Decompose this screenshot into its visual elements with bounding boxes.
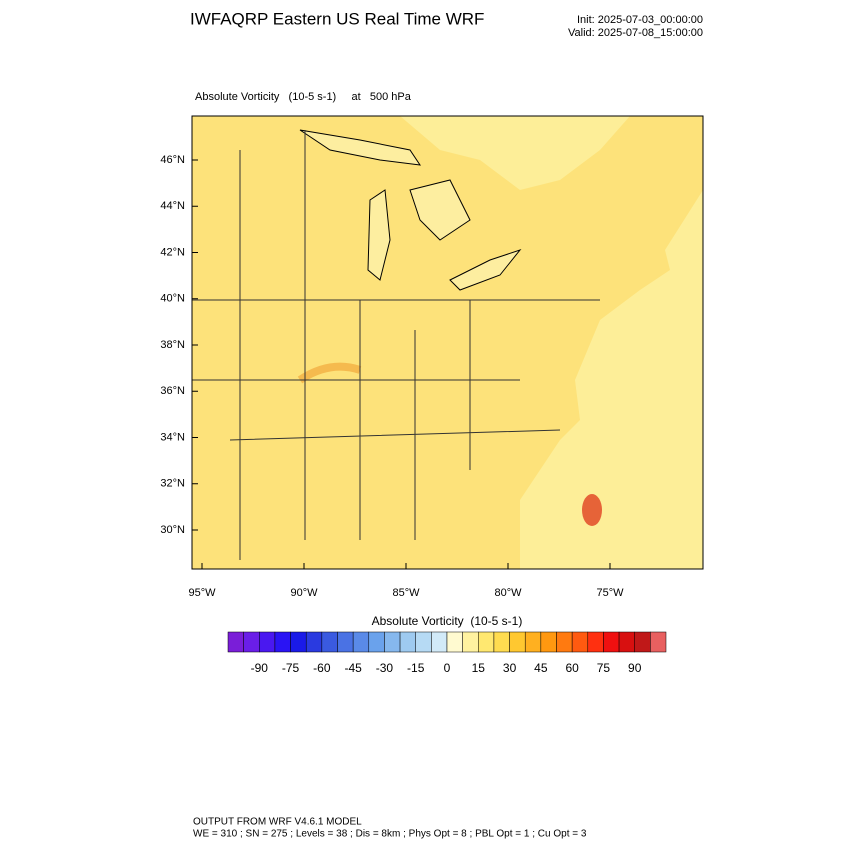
lake-superior bbox=[299, 129, 422, 166]
map-frame bbox=[191, 115, 704, 570]
colorbar-box bbox=[571, 631, 589, 653]
lake-michigan bbox=[367, 189, 391, 281]
lon-label: 75°W bbox=[596, 587, 624, 599]
colorbar-box bbox=[290, 631, 307, 653]
colorbar-title: Absolute Vorticity (10-5 s-1) bbox=[372, 614, 523, 628]
title: IWFAQRP Eastern US Real Time WRF bbox=[190, 9, 484, 28]
footer-line: WE = 310 ; SN = 275 ; Levels = 38 ; Dis … bbox=[193, 829, 587, 840]
colorbar-tick-label: 30 bbox=[503, 661, 517, 675]
colorbar-tick-label: 90 bbox=[628, 661, 642, 675]
lat-label: 38°N bbox=[160, 339, 185, 351]
colorbar-tick-label: -60 bbox=[313, 661, 331, 675]
colorbar-box bbox=[446, 631, 463, 653]
lake-huron bbox=[409, 179, 471, 241]
colorbar-tick-label: -75 bbox=[282, 661, 300, 675]
vorticity-max bbox=[297, 362, 362, 384]
lon-label: 85°W bbox=[392, 587, 420, 599]
colorbar-box bbox=[305, 631, 323, 653]
lat-label: 30°N bbox=[160, 524, 185, 536]
colorbar-box bbox=[556, 631, 573, 653]
colorbar-box bbox=[274, 631, 291, 653]
colorbar-box bbox=[368, 631, 385, 653]
lon-label: 90°W bbox=[290, 587, 318, 599]
colorbar-tick-label: -30 bbox=[376, 661, 394, 675]
ocean bbox=[520, 190, 703, 569]
colorbar-box bbox=[478, 631, 495, 653]
colorbar-box bbox=[587, 631, 604, 653]
colorbar-tick-label: -15 bbox=[407, 661, 425, 675]
colorbar-tick-label: -90 bbox=[251, 661, 269, 675]
colorbar-box bbox=[259, 631, 276, 653]
colorbar-box bbox=[352, 631, 370, 653]
colorbar-tick-label: 15 bbox=[472, 661, 486, 675]
state-borders bbox=[192, 130, 600, 560]
lon-label: 95°W bbox=[188, 587, 216, 599]
map bbox=[191, 115, 704, 570]
colorbar-box bbox=[603, 631, 620, 653]
lon-label: 80°W bbox=[494, 587, 522, 599]
colorbar-tick-label: -45 bbox=[344, 661, 362, 675]
colorbar-box bbox=[431, 631, 448, 653]
colorbar-box bbox=[399, 631, 416, 653]
lat-label: 44°N bbox=[160, 200, 185, 212]
colorbar-box bbox=[384, 631, 401, 653]
colorbar-box bbox=[321, 631, 338, 653]
colorbar-tick-label: 0 bbox=[444, 661, 451, 675]
colorbar-box bbox=[462, 631, 479, 653]
lat-label: 42°N bbox=[160, 246, 185, 258]
colorbar-box bbox=[634, 631, 651, 653]
lake-erie bbox=[449, 248, 522, 291]
colorbar-box bbox=[509, 631, 526, 653]
lat-label: 36°N bbox=[160, 385, 185, 397]
subtitle: Absolute Vorticity (10-5 s-1) at 500 hPa bbox=[195, 91, 412, 103]
colorbar-box bbox=[524, 631, 542, 653]
colorbar-box bbox=[618, 631, 635, 653]
vorticity-max bbox=[582, 494, 602, 526]
colorbar-box bbox=[650, 631, 667, 653]
lat-label: 40°N bbox=[160, 293, 185, 305]
colorbar-box bbox=[337, 631, 354, 653]
colorbar-box bbox=[243, 631, 260, 653]
colorbar-box bbox=[415, 631, 432, 653]
colorbar-tick-label: 60 bbox=[565, 661, 579, 675]
lat-label: 46°N bbox=[160, 154, 185, 166]
valid-time: Valid: 2025-07-08_15:00:00 bbox=[568, 27, 703, 39]
footer-line: OUTPUT FROM WRF V4.6.1 MODEL bbox=[193, 817, 362, 828]
colorbar-box bbox=[493, 631, 510, 653]
colorbar-box bbox=[540, 631, 557, 653]
canada bbox=[400, 116, 630, 190]
colorbar-tick-label: 75 bbox=[597, 661, 611, 675]
lat-label: 34°N bbox=[160, 431, 185, 443]
init-time: Init: 2025-07-03_00:00:00 bbox=[577, 14, 703, 26]
colorbar-tick-label: 45 bbox=[534, 661, 548, 675]
colorbar-box bbox=[227, 631, 244, 653]
lat-label: 32°N bbox=[160, 478, 185, 490]
